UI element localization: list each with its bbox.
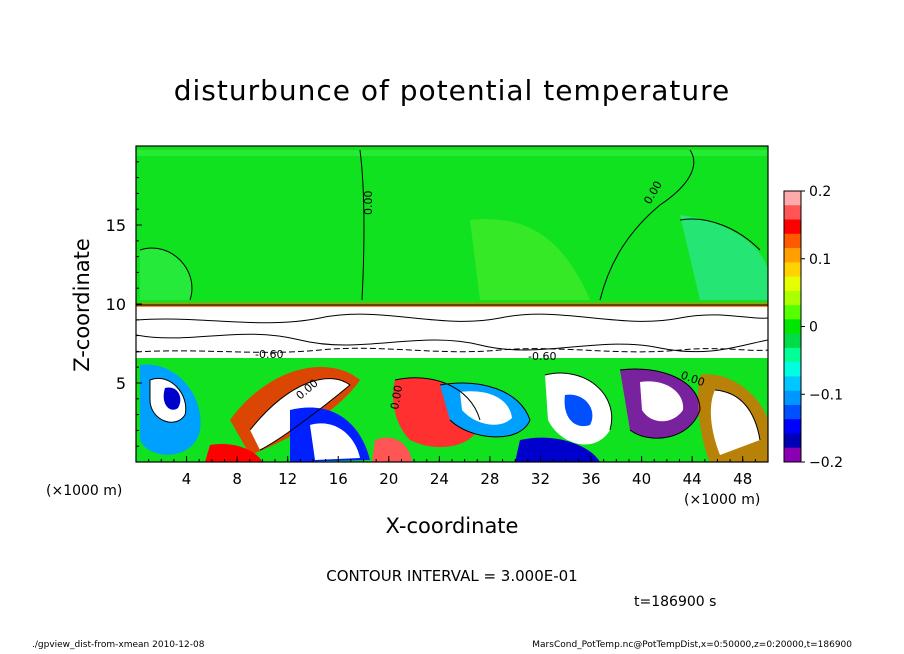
colorbar-swatch	[784, 205, 801, 221]
x-tick-label: 16	[329, 470, 348, 488]
colorbar-swatch	[784, 347, 801, 363]
colorbar-tick-label: −0.2	[809, 455, 843, 471]
colorbar-swatch	[784, 290, 801, 306]
footer-source: MarsCond_PotTemp.nc@PotTempDist,x=0:5000…	[532, 640, 852, 650]
colorbar-swatch	[784, 419, 801, 434]
colorbar-tick-label: −0.1	[809, 387, 843, 403]
x-tick-label: 48	[733, 470, 752, 488]
colorbar-swatch	[784, 404, 801, 420]
contour-lines	[136, 149, 768, 451]
colorbar-swatch	[784, 262, 801, 278]
x-axis: 4 8 12 16 20 24 28 32 36 40 44 48	[148, 456, 756, 488]
x-tick-label: 40	[632, 470, 651, 488]
colorbar-swatch	[784, 376, 801, 392]
colorbar-swatch	[784, 233, 801, 249]
x-axis-label: X-coordinate	[385, 514, 519, 538]
x-tick-label: 4	[182, 470, 192, 488]
colorbar-swatch	[784, 248, 801, 263]
contour-interval: CONTOUR INTERVAL = 3.000E-01	[326, 567, 578, 585]
x-tick-label: 36	[581, 470, 600, 488]
contour-label: -0.60	[255, 348, 283, 361]
colorbar-swatch	[784, 447, 801, 463]
colorbar-tick-label: 0.2	[809, 184, 831, 200]
x-tick-label: 8	[232, 470, 242, 488]
x-tick-label: 12	[278, 470, 297, 488]
contour-label: 0.00	[362, 191, 375, 216]
colorbar-swatch	[784, 305, 801, 320]
x-tick-label: 24	[430, 470, 449, 488]
colorbar-swatch	[784, 362, 801, 377]
heatmap-field	[136, 146, 768, 462]
x-tick-label: 44	[683, 470, 702, 488]
y-axis-label: Z-coordinate	[70, 238, 94, 372]
y-tick-label: 10	[106, 295, 126, 314]
contour-label: 0.00	[388, 384, 405, 410]
x-unit-label: (×1000 m)	[46, 483, 123, 499]
chart-title: disturbunce of potential temperature	[173, 74, 731, 107]
y-tick-label: 15	[106, 216, 126, 235]
contour-label: -0.60	[528, 350, 556, 363]
colorbar-swatch	[784, 191, 801, 206]
colorbar-swatch	[784, 219, 801, 235]
x-tick-label: 32	[531, 470, 550, 488]
colorbar: 0.2 0.1 0 −0.1 −0.2	[783, 184, 843, 471]
time-stamp: t=186900 s	[634, 594, 717, 610]
colorbar-tick-label: 0.1	[809, 252, 831, 268]
x-tick-label: 28	[480, 470, 499, 488]
y-axis: 5 10 15	[106, 161, 142, 447]
y-tick-label: 5	[116, 374, 126, 393]
colorbar-swatch	[784, 433, 801, 449]
colorbar-swatch	[784, 319, 801, 335]
footer-script: ./gpview_dist-from-xmean 2010-12-08	[32, 640, 205, 650]
x-unit-label: (×1000 m)	[684, 492, 761, 508]
x-tick-label: 20	[379, 470, 398, 488]
colorbar-tick-label: 0	[809, 320, 818, 336]
colorbar-swatch	[784, 276, 801, 292]
colorbar-swatch	[784, 333, 801, 349]
colorbar-swatch	[784, 390, 801, 406]
